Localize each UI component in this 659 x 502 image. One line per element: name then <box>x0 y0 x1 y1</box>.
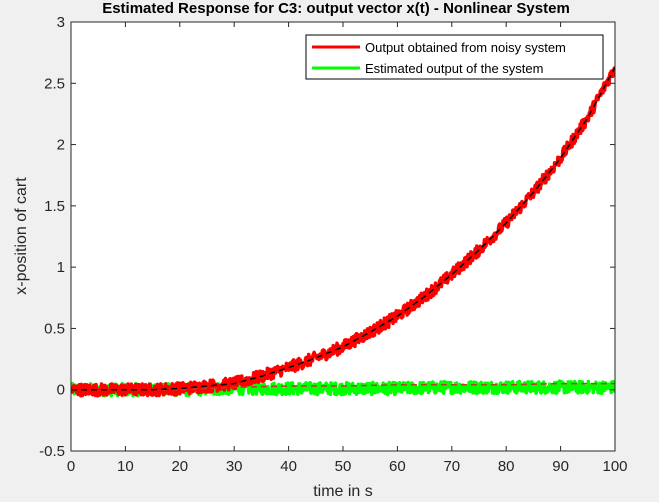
x-tick-label: 100 <box>602 458 627 475</box>
y-tick-label: 0.5 <box>44 320 65 337</box>
x-tick-label: 40 <box>280 458 297 475</box>
y-tick-label: 2.5 <box>44 75 65 92</box>
x-tick-label: 70 <box>443 458 460 475</box>
x-axis-label: time in s <box>313 483 373 500</box>
dashed-line-reference <box>71 66 615 391</box>
y-tick-label: 0 <box>57 382 65 399</box>
x-tick-label: 0 <box>67 458 75 475</box>
legend-label-estimated: Estimated output of the system <box>365 61 543 76</box>
x-tick-label: 30 <box>226 458 243 475</box>
axes: 0 10 20 30 40 50 60 70 80 90 100-0.500.511.522.53 <box>39 14 627 475</box>
x-tick-label: 60 <box>389 458 406 475</box>
series-layer <box>71 66 615 398</box>
legend: Output obtained from noisy system Estima… <box>305 34 604 80</box>
x-tick-label: 20 <box>171 458 188 475</box>
legend-box <box>305 34 604 80</box>
legend-label-noisy: Output obtained from noisy system <box>365 40 566 55</box>
x-tick-label: 90 <box>552 458 569 475</box>
y-tick-label: -0.5 <box>39 443 65 460</box>
series-line-noisy-output <box>71 66 615 398</box>
y-tick-label: 1.5 <box>44 198 65 215</box>
y-axis-label: x-position of cart <box>13 177 30 295</box>
chart-title: Estimated Response for C3: output vector… <box>102 0 570 17</box>
y-tick-label: 1 <box>57 259 65 276</box>
plot-area <box>71 22 615 451</box>
y-tick-label: 2 <box>57 137 65 154</box>
x-tick-label: 50 <box>335 458 352 475</box>
x-tick-label: 10 <box>117 458 134 475</box>
y-tick-label: 3 <box>57 14 65 31</box>
x-tick-label: 80 <box>498 458 515 475</box>
